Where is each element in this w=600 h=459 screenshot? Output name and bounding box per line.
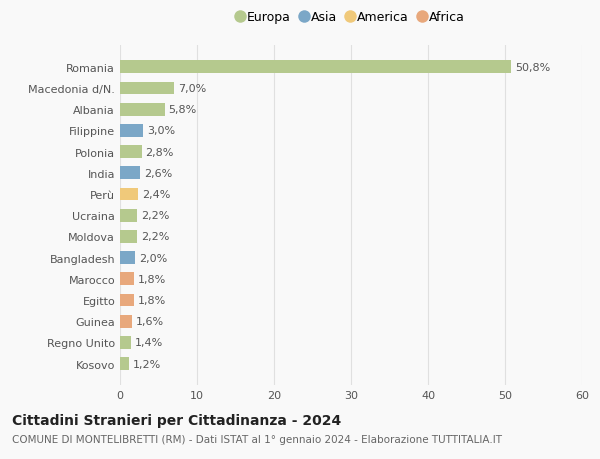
Bar: [120, 104, 164, 116]
Bar: [120, 209, 137, 222]
Bar: [120, 188, 139, 201]
Bar: [120, 315, 133, 328]
Text: COMUNE DI MONTELIBRETTI (RM) - Dati ISTAT al 1° gennaio 2024 - Elaborazione TUTT: COMUNE DI MONTELIBRETTI (RM) - Dati ISTA…: [12, 434, 502, 444]
Text: 1,4%: 1,4%: [134, 338, 163, 347]
Bar: [120, 83, 174, 95]
Bar: [120, 252, 136, 264]
Text: 1,8%: 1,8%: [138, 295, 166, 305]
Bar: [120, 336, 131, 349]
Text: 2,0%: 2,0%: [139, 253, 167, 263]
Text: 2,4%: 2,4%: [142, 190, 171, 200]
Text: 2,6%: 2,6%: [144, 168, 172, 179]
Text: 2,2%: 2,2%: [141, 211, 169, 221]
Text: 2,8%: 2,8%: [145, 147, 174, 157]
Text: 1,2%: 1,2%: [133, 359, 161, 369]
Bar: [120, 125, 143, 138]
Text: 2,2%: 2,2%: [141, 232, 169, 242]
Legend: Europa, Asia, America, Africa: Europa, Asia, America, Africa: [237, 11, 465, 24]
Bar: [120, 146, 142, 159]
Text: 1,6%: 1,6%: [136, 317, 164, 326]
Text: Cittadini Stranieri per Cittadinanza - 2024: Cittadini Stranieri per Cittadinanza - 2…: [12, 413, 341, 427]
Text: 7,0%: 7,0%: [178, 84, 206, 94]
Bar: [120, 294, 134, 307]
Bar: [120, 167, 140, 180]
Text: 3,0%: 3,0%: [147, 126, 175, 136]
Bar: [120, 230, 137, 243]
Bar: [120, 62, 511, 74]
Bar: [120, 273, 134, 285]
Text: 5,8%: 5,8%: [169, 105, 197, 115]
Text: 1,8%: 1,8%: [138, 274, 166, 284]
Text: 50,8%: 50,8%: [515, 63, 550, 73]
Bar: [120, 358, 129, 370]
